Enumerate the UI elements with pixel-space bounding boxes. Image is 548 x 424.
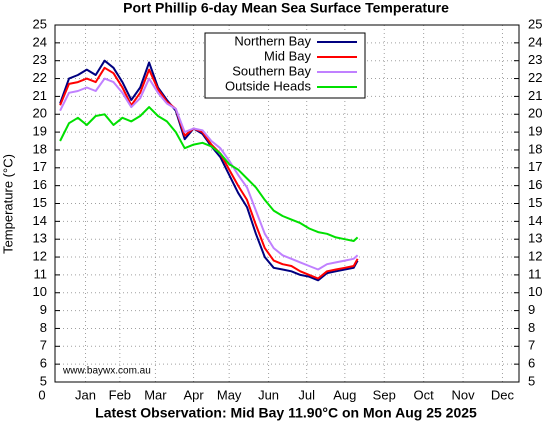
series-line — [59, 66, 359, 280]
y2-tick-label: 13 — [528, 231, 542, 246]
y2-tick-label: 17 — [528, 159, 542, 174]
legend-label: Mid Bay — [264, 48, 311, 63]
y2-tick-label: 14 — [528, 213, 542, 228]
x-tick-label: Oct — [414, 387, 435, 402]
watermark: www.baywx.com.au — [62, 366, 151, 377]
y-tick-label: 21 — [33, 88, 47, 103]
y2-tick-label: 11 — [528, 266, 542, 281]
chart-subtitle: Latest Observation: Mid Bay 11.90°C on M… — [95, 405, 477, 421]
y2-tick-label: 23 — [528, 52, 542, 67]
x-tick-label: Feb — [109, 387, 131, 402]
x-tick-label: Aug — [333, 387, 356, 402]
x-tick-label: Sep — [373, 387, 396, 402]
y-tick-label: 25 — [33, 16, 47, 31]
y-tick-label: 11 — [34, 266, 48, 281]
y-tick-label: 13 — [33, 231, 47, 246]
y-tick-label: 10 — [33, 284, 47, 299]
series-line — [59, 106, 359, 242]
legend-label: Northern Bay — [234, 33, 311, 48]
y-tick-label: 5 — [40, 373, 47, 388]
x-tick-label: Jun — [258, 387, 279, 402]
x-tick-label: Apr — [183, 387, 204, 402]
y2-tick-label: 18 — [528, 141, 542, 156]
y-tick-label: 12 — [33, 248, 47, 263]
x-tick-label: Mar — [144, 387, 167, 402]
y-tick-label: 16 — [33, 177, 47, 192]
y-tick-label: 23 — [33, 52, 47, 67]
y-tick-label: 15 — [33, 195, 47, 210]
y2-tick-label: 19 — [528, 124, 542, 139]
y-tick-label: 7 — [40, 338, 47, 353]
y2-tick-label: 6 — [528, 356, 535, 371]
y-tick-label: 9 — [40, 302, 47, 317]
chart-title: Port Phillip 6-day Mean Sea Surface Temp… — [123, 0, 449, 16]
y-tick-label: 20 — [33, 106, 47, 121]
y-tick-label: 24 — [33, 34, 47, 49]
y2-tick-label: 22 — [528, 70, 542, 85]
y2-tick-label: 15 — [528, 195, 542, 210]
x-tick-label: Jan — [75, 387, 96, 402]
y2-tick-label: 16 — [528, 177, 542, 192]
y2-tick-label: 20 — [528, 106, 542, 121]
series-line — [59, 77, 359, 271]
y2-tick-label: 12 — [528, 248, 542, 263]
y2-tick-label: 21 — [528, 88, 542, 103]
y2-tick-label: 10 — [528, 284, 542, 299]
y2-tick-label: 24 — [528, 34, 542, 49]
x-tick-label: Jul — [298, 387, 315, 402]
y2-tick-label: 9 — [528, 302, 535, 317]
x-tick-label: 0 — [38, 387, 45, 402]
plot-frame — [54, 24, 520, 383]
y-tick-label: 14 — [33, 213, 47, 228]
y2-tick-label: 7 — [528, 338, 535, 353]
y2-tick-label: 25 — [528, 16, 542, 31]
x-tick-label: May — [217, 387, 242, 402]
y2-tick-label: 8 — [528, 320, 535, 335]
y2-tick-label: 5 — [528, 373, 535, 388]
legend-label: Southern Bay — [232, 63, 311, 78]
y-tick-label: 8 — [40, 320, 47, 335]
y-tick-label: 6 — [40, 356, 47, 371]
y-axis-label: Temperature (°C) — [0, 154, 15, 254]
x-tick-label: Dec — [491, 387, 515, 402]
legend-label: Outside Heads — [225, 78, 311, 93]
y-tick-label: 17 — [33, 159, 47, 174]
x-tick-label: Nov — [452, 387, 476, 402]
y-tick-label: 18 — [33, 141, 47, 156]
y-tick-label: 19 — [33, 124, 47, 139]
y-tick-label: 22 — [33, 70, 47, 85]
